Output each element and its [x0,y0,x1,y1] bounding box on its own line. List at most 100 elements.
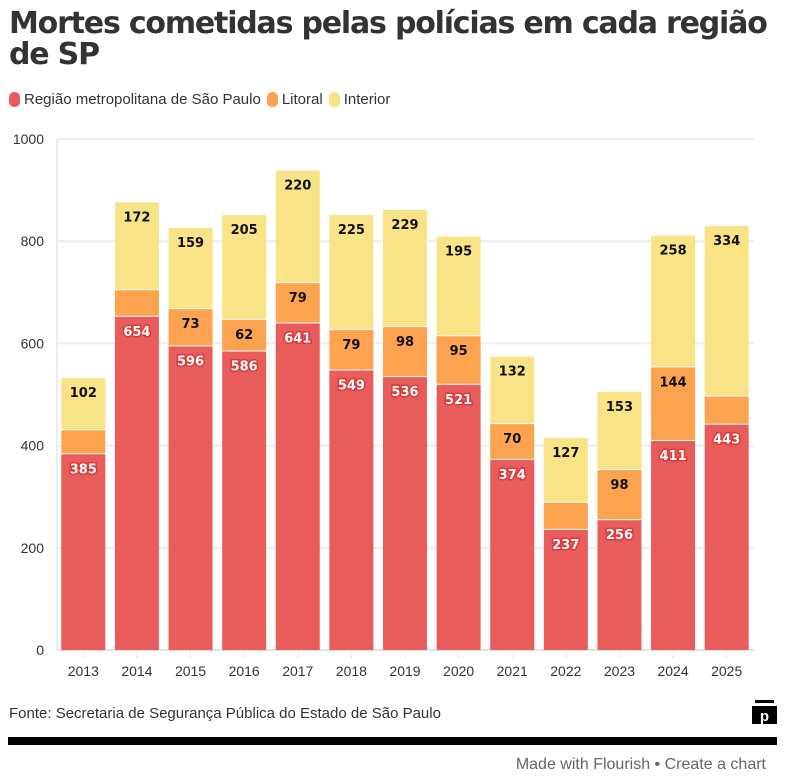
data-label: 374 [499,468,526,483]
bar-segment[interactable] [543,437,588,502]
data-label: 641 [284,331,311,346]
bar-segment[interactable] [222,319,267,351]
data-label: 536 [391,385,418,400]
bar-segment[interactable] [543,529,588,650]
bar-segment[interactable] [490,424,535,459]
data-label: 237 [552,538,579,553]
y-axis: 0 200 400 600 800 1000 [13,131,58,658]
bar-segment[interactable] [490,356,535,424]
bar-segment[interactable] [436,384,481,650]
legend-swatch-litoral [266,92,278,107]
bar-segment[interactable] [597,470,642,520]
legend-label-metropolitana: Região metropolitana de São Paulo [24,91,261,108]
bar-segment[interactable] [436,236,481,336]
data-label: 70 [503,432,521,447]
data-label: 195 [445,245,472,260]
data-label: 144 [660,375,687,390]
bar-segment[interactable] [651,367,696,440]
data-label: 225 [338,223,365,238]
data-label: 220 [284,179,311,194]
legend-swatch-metropolitana [9,92,20,107]
y-tick-label: 800 [21,233,45,249]
data-label: 79 [342,338,360,353]
footer-rule [8,737,777,745]
bar-segment[interactable] [114,290,159,316]
bar-segment[interactable] [222,215,267,319]
bar-segment[interactable] [61,454,106,650]
bar-segment[interactable] [704,396,749,424]
data-label: 258 [660,244,687,259]
bar-segment[interactable] [597,520,642,650]
data-label: 127 [552,446,579,461]
x-tick-label: 2025 [711,663,742,679]
x-tick-label: 2024 [657,663,688,679]
logo-letter: p [760,708,769,724]
legend-item-litoral[interactable]: Litoral [266,91,323,108]
x-tick-label: 2015 [175,663,206,679]
bar-segment[interactable] [490,459,535,650]
credit-separator: • [650,756,665,773]
bar-segment[interactable] [383,327,427,377]
bar-segment[interactable] [168,346,213,650]
bar-segment[interactable] [436,336,481,384]
source-note: Fonte: Secretaria de Segurança Pública d… [9,705,441,722]
bar-segment[interactable] [61,378,106,430]
flourish-credit: Made with Flourish • Create a chart [516,756,766,774]
data-label: 205 [231,223,258,238]
bar-segment[interactable] [704,225,749,396]
bar-segment[interactable] [114,316,159,650]
x-tick-label: 2022 [550,663,581,679]
data-label: 98 [610,478,628,493]
data-label: 596 [177,354,204,369]
x-tick-label: 2016 [229,663,260,679]
bar-segment[interactable] [168,309,213,346]
data-labels: 385 102 654 172 596 73 159 586 62 205 641 79 220 549 7… [68,177,742,554]
bar-segment[interactable] [329,370,374,650]
x-tick-label: 2023 [604,663,635,679]
y-tick-label: 400 [21,438,45,454]
y-tick-label: 200 [21,540,45,556]
bar-segment[interactable] [114,202,159,290]
data-label: 102 [70,386,97,401]
bar-segment[interactable] [597,391,642,470]
data-label: 172 [123,210,150,225]
bar-segment[interactable] [329,215,374,330]
bar-segment[interactable] [275,283,320,323]
bar-segment[interactable] [651,440,696,650]
x-axis: 2013 2014 2015 2016 2017 2018 2019 2020 2021 2022… [68,652,742,679]
legend-item-interior[interactable]: Interior [328,91,391,108]
legend: Região metropolitana de São Paulo Litora… [9,91,396,108]
bar-segment[interactable] [275,170,320,283]
bar-segment[interactable] [651,235,696,367]
bar-segment[interactable] [704,424,749,650]
data-label: 521 [445,393,472,408]
data-label: 443 [713,433,740,448]
stacked-bar-chart: 0 200 400 600 800 1000 385 102 654 172 596 73 159 58… [13,131,754,679]
chart-title: Mortes cometidas pelas polícias em cada … [9,6,768,72]
x-tick-label: 2019 [389,663,420,679]
legend-swatch-interior [328,92,340,107]
data-label: 229 [391,218,418,233]
bar-segment[interactable] [383,210,427,327]
legend-label-interior: Interior [343,91,391,108]
made-with-flourish-link[interactable]: Made with Flourish [515,756,651,773]
bar-segment[interactable] [222,351,267,650]
bar-segment[interactable] [543,502,588,529]
data-label: 256 [606,528,633,543]
legend-label-litoral: Litoral [281,91,323,108]
data-label: 98 [396,335,414,350]
data-label: 385 [70,462,97,477]
data-label: 411 [660,449,687,464]
x-tick-label: 2020 [443,663,474,679]
bars [61,170,749,650]
bar-segment[interactable] [275,323,320,650]
bar-segment[interactable] [329,330,374,370]
create-chart-link[interactable]: Create a chart [664,756,766,773]
bar-segment[interactable] [61,430,106,454]
y-tick-label: 600 [21,335,45,351]
legend-item-metropolitana[interactable]: Região metropolitana de São Paulo [9,91,261,108]
data-label: 153 [606,400,633,415]
data-label: 654 [123,325,150,340]
bar-segment[interactable] [168,227,213,309]
bar-segment[interactable] [383,377,427,650]
